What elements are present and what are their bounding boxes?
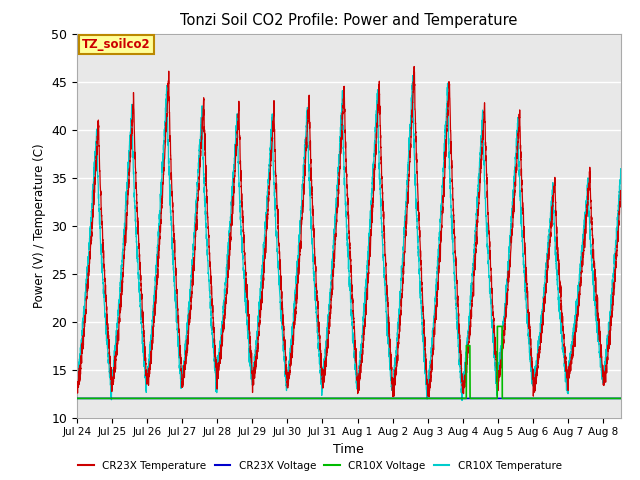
Y-axis label: Power (V) / Temperature (C): Power (V) / Temperature (C) xyxy=(33,144,45,308)
Text: TZ_soilco2: TZ_soilco2 xyxy=(82,38,150,51)
X-axis label: Time: Time xyxy=(333,443,364,456)
Legend: CR23X Temperature, CR23X Voltage, CR10X Voltage, CR10X Temperature: CR23X Temperature, CR23X Voltage, CR10X … xyxy=(74,456,566,475)
Title: Tonzi Soil CO2 Profile: Power and Temperature: Tonzi Soil CO2 Profile: Power and Temper… xyxy=(180,13,518,28)
